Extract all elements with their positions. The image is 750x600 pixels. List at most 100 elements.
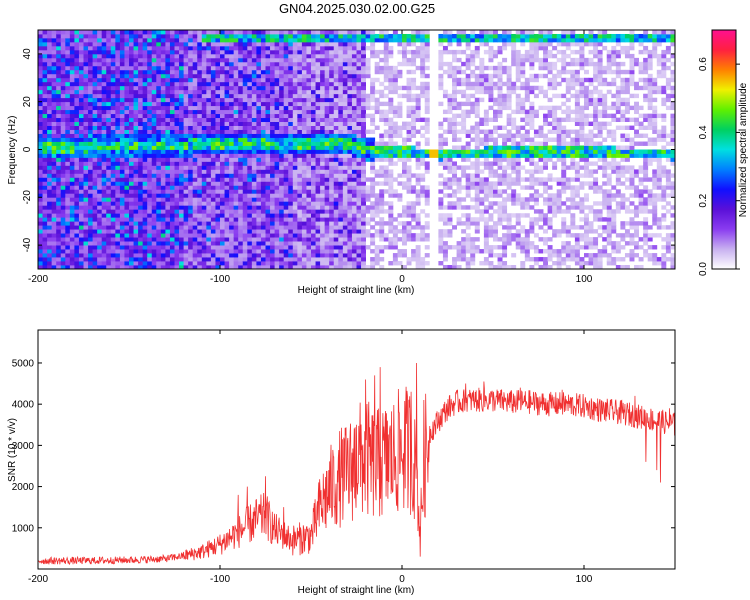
- heatmap-cell: [147, 121, 153, 126]
- heatmap-cell: [452, 177, 457, 182]
- heatmap-cell: [402, 37, 407, 43]
- heatmap-cell: [169, 193, 175, 198]
- heatmap-cell: [315, 217, 321, 222]
- heatmap-cell: [88, 89, 93, 95]
- heatmap-cell: [288, 213, 294, 218]
- heatmap-cell: [315, 173, 321, 178]
- heatmap-cell: [224, 173, 230, 178]
- heatmap-cell: [361, 45, 366, 51]
- heatmap-cell: [47, 89, 53, 95]
- heatmap-cell: [447, 69, 453, 75]
- heatmap-cell: [351, 169, 357, 174]
- heatmap-cell: [51, 201, 57, 206]
- heatmap-cell: [101, 201, 107, 206]
- heatmap-cell: [110, 153, 116, 158]
- heatmap-cell: [65, 189, 71, 194]
- heatmap-cell: [110, 133, 116, 138]
- heatmap-cell: [402, 93, 407, 99]
- heatmap-cell: [183, 217, 189, 222]
- heatmap-cell: [342, 117, 348, 123]
- heatmap-cell: [210, 169, 216, 174]
- heatmap-cell: [297, 153, 303, 158]
- heatmap-cell: [169, 37, 175, 43]
- heatmap-cell: [311, 105, 316, 111]
- heatmap-cell: [320, 41, 326, 47]
- heatmap-cell: [188, 113, 194, 119]
- heatmap-cell: [347, 261, 353, 266]
- heatmap-cell: [224, 61, 230, 67]
- heatmap-cell: [311, 93, 316, 99]
- heatmap-cell: [165, 41, 171, 47]
- heatmap-cell: [88, 205, 93, 210]
- heatmap-cell: [361, 177, 366, 182]
- heatmap-cell: [365, 145, 371, 150]
- heatmap-cell: [365, 69, 371, 75]
- heatmap-cell: [142, 45, 148, 51]
- heatmap-cell: [65, 45, 71, 51]
- heatmap-cell: [383, 45, 389, 51]
- heatmap-cell: [415, 93, 421, 99]
- heatmap-cell: [179, 53, 184, 59]
- heatmap-cell: [165, 185, 171, 190]
- heatmap-cell: [233, 221, 239, 226]
- heatmap-cell: [97, 157, 103, 162]
- heatmap-cell: [160, 93, 166, 99]
- heatmap-cell: [210, 177, 216, 182]
- heatmap-cell: [311, 225, 316, 230]
- heatmap-cell: [383, 189, 389, 194]
- heatmap-cell: [283, 97, 289, 103]
- heatmap-cell: [88, 237, 93, 242]
- heatmap-cell: [411, 153, 417, 158]
- heatmap-cell: [74, 141, 80, 146]
- heatmap-cell: [192, 221, 198, 226]
- heatmap-cell: [220, 77, 225, 83]
- heatmap-cell: [169, 217, 175, 222]
- heatmap-cell: [256, 109, 262, 115]
- heatmap-cell: [192, 113, 198, 119]
- heatmap-cell: [265, 65, 271, 71]
- heatmap-cell: [402, 121, 407, 126]
- heatmap-cell: [147, 173, 153, 178]
- heatmap-cell: [260, 105, 266, 111]
- heatmap-cell: [147, 133, 153, 138]
- heatmap-cell: [165, 33, 171, 39]
- heatmap-cell: [188, 65, 194, 71]
- heatmap-cell: [311, 241, 316, 246]
- heatmap-cell: [397, 197, 403, 202]
- heatmap-cell: [106, 65, 112, 71]
- heatmap-cell: [224, 45, 230, 51]
- heatmap-cell: [315, 213, 321, 218]
- heatmap-cell: [438, 173, 444, 178]
- heatmap-cell: [224, 245, 230, 250]
- heatmap-cell: [306, 181, 312, 186]
- heatmap-cell: [74, 137, 80, 142]
- heatmap-cell: [110, 265, 116, 269]
- heatmap-cell: [329, 137, 335, 142]
- heatmap-cell: [220, 121, 225, 126]
- heatmap-cell: [129, 65, 134, 71]
- heatmap-cell: [192, 193, 198, 198]
- heatmap-cell: [265, 117, 271, 123]
- heatmap-cell: [306, 161, 312, 166]
- heatmap-cell: [138, 201, 144, 206]
- heatmap-cell: [333, 53, 339, 59]
- heatmap-cell: [65, 261, 71, 266]
- heatmap-cell: [106, 165, 112, 170]
- heatmap-cell: [56, 41, 62, 47]
- heatmap-cell: [88, 189, 93, 194]
- heatmap-cell: [224, 221, 230, 226]
- heatmap-cell: [192, 93, 198, 99]
- heatmap-cell: [361, 185, 366, 190]
- heatmap-cell: [106, 173, 112, 178]
- heatmap-cell: [297, 97, 303, 103]
- heatmap-cell: [65, 41, 71, 47]
- heatmap-cell: [288, 217, 294, 222]
- heatmap-cell: [370, 93, 376, 99]
- heatmap-cell: [220, 101, 225, 107]
- heatmap-cell: [320, 193, 326, 198]
- heatmap-cell: [292, 217, 298, 222]
- heatmap-cell: [206, 89, 212, 95]
- heatmap-cell: [397, 249, 403, 254]
- heatmap-cell: [356, 133, 362, 138]
- heatmap-cell: [142, 241, 148, 246]
